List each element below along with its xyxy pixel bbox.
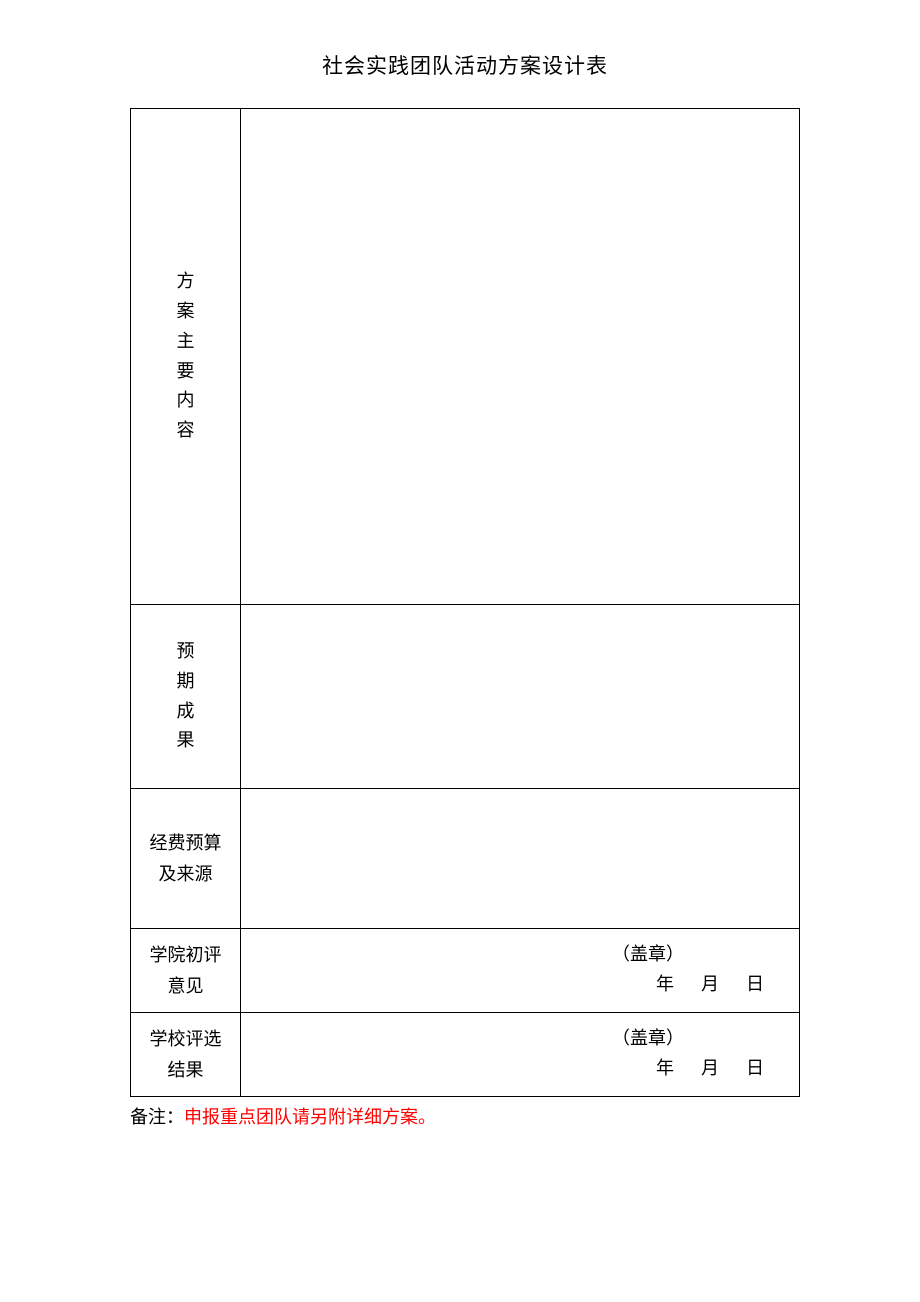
date-day: 日	[746, 969, 764, 1000]
page-title: 社会实践团队活动方案设计表	[130, 50, 800, 80]
label-line: 经费预算	[150, 833, 222, 853]
label-line: 结果	[168, 1060, 204, 1080]
date-month: 月	[701, 969, 719, 1000]
stamp-text: （盖章）	[612, 1023, 684, 1054]
label-school-result: 学校评选 结果	[131, 1013, 241, 1097]
label-budget: 经费预算 及来源	[131, 789, 241, 929]
form-table: 方 案 主 要 内 容 预 期 成 果 经费预算 及来源 学院初评 意见	[130, 108, 800, 1097]
row-main-content: 方 案 主 要 内 容	[131, 109, 800, 605]
label-char: 容	[177, 420, 195, 440]
label-char: 成	[177, 701, 195, 721]
note-line: 备注：申报重点团队请另附详细方案。	[130, 1103, 800, 1129]
label-line: 学院初评	[150, 945, 222, 965]
label-char: 果	[177, 730, 195, 750]
date-line: 年 月 日	[612, 1053, 764, 1084]
content-budget[interactable]	[241, 789, 800, 929]
stamp-block: （盖章） 年 月 日	[612, 939, 764, 1000]
date-day: 日	[746, 1053, 764, 1084]
row-expected-result: 预 期 成 果	[131, 605, 800, 789]
content-school-result[interactable]: （盖章） 年 月 日	[241, 1013, 800, 1097]
date-month: 月	[701, 1053, 719, 1084]
row-college-review: 学院初评 意见 （盖章） 年 月 日	[131, 929, 800, 1013]
row-budget: 经费预算 及来源	[131, 789, 800, 929]
content-main-content[interactable]	[241, 109, 800, 605]
content-college-review[interactable]: （盖章） 年 月 日	[241, 929, 800, 1013]
label-char: 案	[177, 301, 195, 321]
row-school-result: 学校评选 结果 （盖章） 年 月 日	[131, 1013, 800, 1097]
stamp-text: （盖章）	[612, 939, 684, 970]
label-char: 内	[177, 390, 195, 410]
note-prefix: 备注：	[130, 1107, 184, 1127]
label-char: 方	[177, 271, 195, 291]
label-college-review: 学院初评 意见	[131, 929, 241, 1013]
label-char: 主	[177, 331, 195, 351]
label-char: 要	[177, 361, 195, 381]
date-year: 年	[656, 1053, 674, 1084]
label-line: 意见	[168, 976, 204, 996]
date-line: 年 月 日	[612, 969, 764, 1000]
label-char: 预	[177, 641, 195, 661]
label-char: 期	[177, 671, 195, 691]
label-line: 及来源	[159, 864, 213, 884]
label-expected-result: 预 期 成 果	[131, 605, 241, 789]
date-year: 年	[656, 969, 674, 1000]
note-red-text: 申报重点团队请另附详细方案。	[184, 1107, 436, 1127]
stamp-block: （盖章） 年 月 日	[612, 1023, 764, 1084]
content-expected-result[interactable]	[241, 605, 800, 789]
label-line: 学校评选	[150, 1029, 222, 1049]
label-main-content: 方 案 主 要 内 容	[131, 109, 241, 605]
